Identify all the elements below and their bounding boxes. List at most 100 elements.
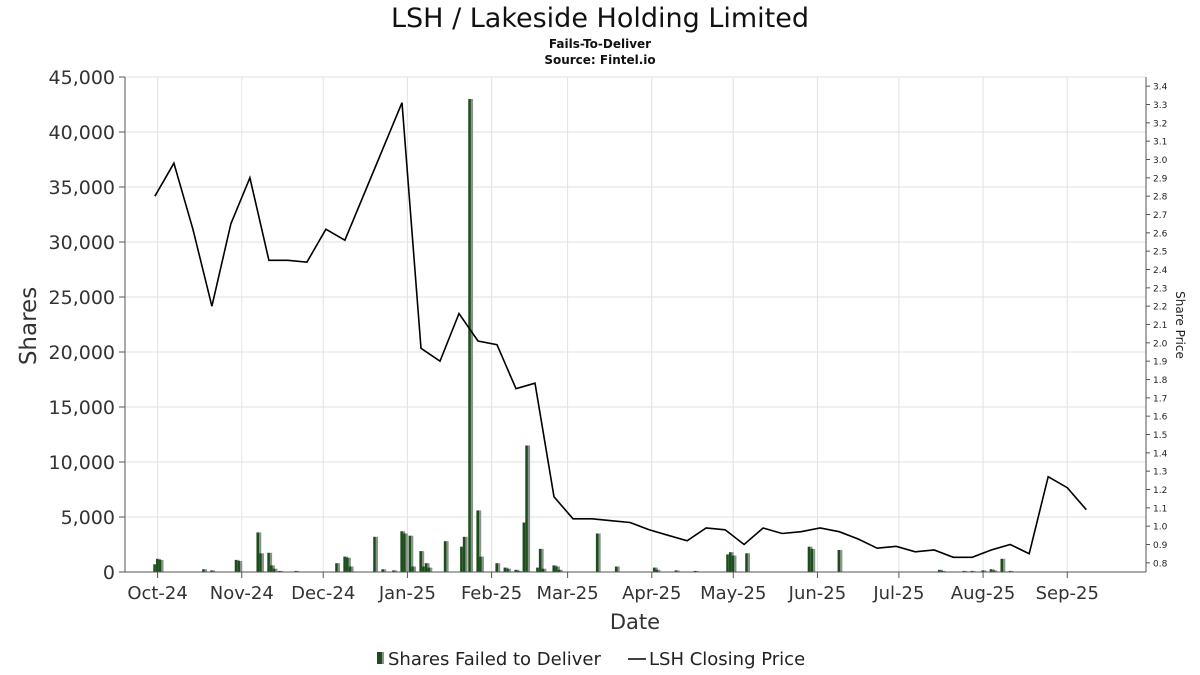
legend-bar-swatch (377, 652, 382, 664)
ftd-bar (732, 556, 735, 573)
legend-bar-swatch-shadow (382, 652, 384, 664)
y-tick-label: 40,000 (49, 122, 115, 144)
y2-tick-label: 1.5 (1153, 431, 1167, 441)
y2-tick-label: 2.1 (1153, 321, 1167, 331)
y2-tick-label: 2.4 (1153, 266, 1168, 276)
y-tick-label: 30,000 (49, 232, 115, 254)
ftd-bar (479, 557, 482, 572)
ftd-bar (235, 560, 238, 572)
ftd-bar (653, 568, 656, 572)
y2-tick-label: 3.4 (1153, 83, 1168, 93)
ftd-bar (156, 559, 159, 572)
ftd-bar (745, 553, 748, 572)
ftd-bar-shadow (446, 541, 448, 572)
chart-source: Source: Fintel.io (544, 53, 655, 67)
y2-tick-label: 2.3 (1153, 284, 1167, 294)
ftd-bar-shadow (351, 567, 353, 573)
ftd-bar (346, 558, 349, 572)
ftd-bar (373, 537, 376, 572)
y-tick-label: 5,000 (61, 507, 115, 529)
ftd-bar (810, 549, 813, 572)
ftd-bar (808, 547, 811, 572)
axes (125, 77, 1146, 572)
ftd-bar (256, 532, 259, 572)
ftd-bar-shadow (161, 560, 163, 572)
y-tick-label: 35,000 (49, 177, 115, 199)
ftd-bar-shadow (734, 556, 736, 573)
y2-tick-label: 3.1 (1153, 138, 1167, 148)
ftd-bar (343, 557, 346, 572)
ftd-bar (468, 99, 471, 572)
y-tick-label: 15,000 (49, 397, 115, 419)
ftd-bar (409, 536, 412, 572)
x-axis-label: Date (610, 610, 660, 634)
ftd-bar-shadow (541, 549, 543, 572)
ftd-bar-shadow (414, 567, 416, 573)
y-tick-label: 20,000 (49, 342, 115, 364)
y-axis-ticks: 0 5,000 10,000 15,000 20,000 25,000 30,000 35,0… (49, 67, 125, 584)
ftd-bar (460, 547, 463, 572)
y2-axis-ticks: 0.80.91.01.11.21.31.41.51.61.71.81.92.02… (1146, 83, 1168, 570)
y2-tick-label: 1.0 (1153, 523, 1168, 533)
ftd-bar-shadow (240, 561, 242, 572)
ftd-bar-shadow (598, 534, 600, 573)
x-axis-ticks: Oct-24 Nov-24 Dec-24 Jan-25 Feb-25 Mar-25 Apr-… (127, 572, 1099, 604)
x-tick-label: Jul-25 (872, 583, 924, 604)
x-tick-label: Jun-25 (788, 583, 847, 604)
x-tick-label: Oct-24 (127, 583, 188, 604)
ftd-bar (523, 523, 526, 573)
ftd-bar (504, 568, 507, 572)
ftd-bar (349, 567, 352, 573)
x-tick-label: Apr-25 (622, 583, 681, 604)
ftd-bar-shadow (406, 534, 408, 573)
y-tick-label: 45,000 (49, 67, 115, 89)
ftd-bar (525, 446, 528, 573)
legend: Shares Failed to Deliver LSH Closing Pri… (377, 649, 805, 670)
price-line (155, 103, 1086, 558)
x-tick-label: Mar-25 (537, 583, 599, 604)
ftd-bar (153, 564, 156, 572)
ftd-bar (425, 563, 428, 572)
y2-tick-label: 1.3 (1153, 468, 1167, 478)
y2-tick-label: 2.2 (1153, 303, 1167, 313)
ftd-bar-shadow (813, 549, 815, 572)
y2-tick-label: 2.8 (1153, 193, 1168, 203)
y2-tick-label: 0.8 (1153, 559, 1168, 569)
ftd-bar (403, 534, 406, 573)
y-tick-label: 0 (103, 562, 115, 584)
x-tick-label: Sep-25 (1036, 583, 1099, 604)
ftd-bar (729, 552, 732, 572)
y2-tick-label: 0.9 (1153, 541, 1168, 551)
ftd-bar-shadow (1003, 559, 1005, 572)
ftd-bar-shadow (617, 567, 619, 573)
x-tick-label: Aug-25 (951, 583, 1016, 604)
ftd-bar (270, 565, 273, 572)
ftd-bar (495, 563, 498, 572)
ftd-bar-shadow (528, 446, 530, 573)
x-tick-label: May-25 (700, 583, 766, 604)
y2-tick-label: 2.6 (1153, 229, 1168, 239)
ftd-bar (1000, 559, 1003, 572)
ftd-bar-shadow (338, 563, 340, 572)
chart-title: LSH / Lakeside Holding Limited (391, 3, 809, 34)
y2-tick-label: 3.0 (1153, 156, 1168, 166)
ftd-bar (259, 553, 262, 572)
y2-tick-label: 1.2 (1153, 486, 1167, 496)
ftd-bar (159, 560, 162, 572)
ftd-bar (411, 567, 414, 573)
ftd-bar-shadow (430, 568, 432, 572)
ftd-bar (335, 563, 338, 572)
ftd-bar-shadow (471, 99, 473, 572)
y2-tick-label: 1.9 (1153, 358, 1168, 368)
ftd-bar-shadow (465, 537, 467, 572)
y2-tick-label: 3.3 (1153, 101, 1167, 111)
ftd-bar (463, 537, 466, 572)
y-tick-label: 10,000 (49, 452, 115, 474)
y2-tick-label: 1.1 (1153, 504, 1167, 514)
grid (125, 77, 1146, 572)
ftd-bar-shadow (498, 563, 500, 572)
ftd-bar (422, 567, 425, 573)
y2-tick-label: 2.5 (1153, 248, 1167, 258)
y2-tick-label: 1.7 (1153, 394, 1167, 404)
ftd-bar (536, 568, 539, 572)
